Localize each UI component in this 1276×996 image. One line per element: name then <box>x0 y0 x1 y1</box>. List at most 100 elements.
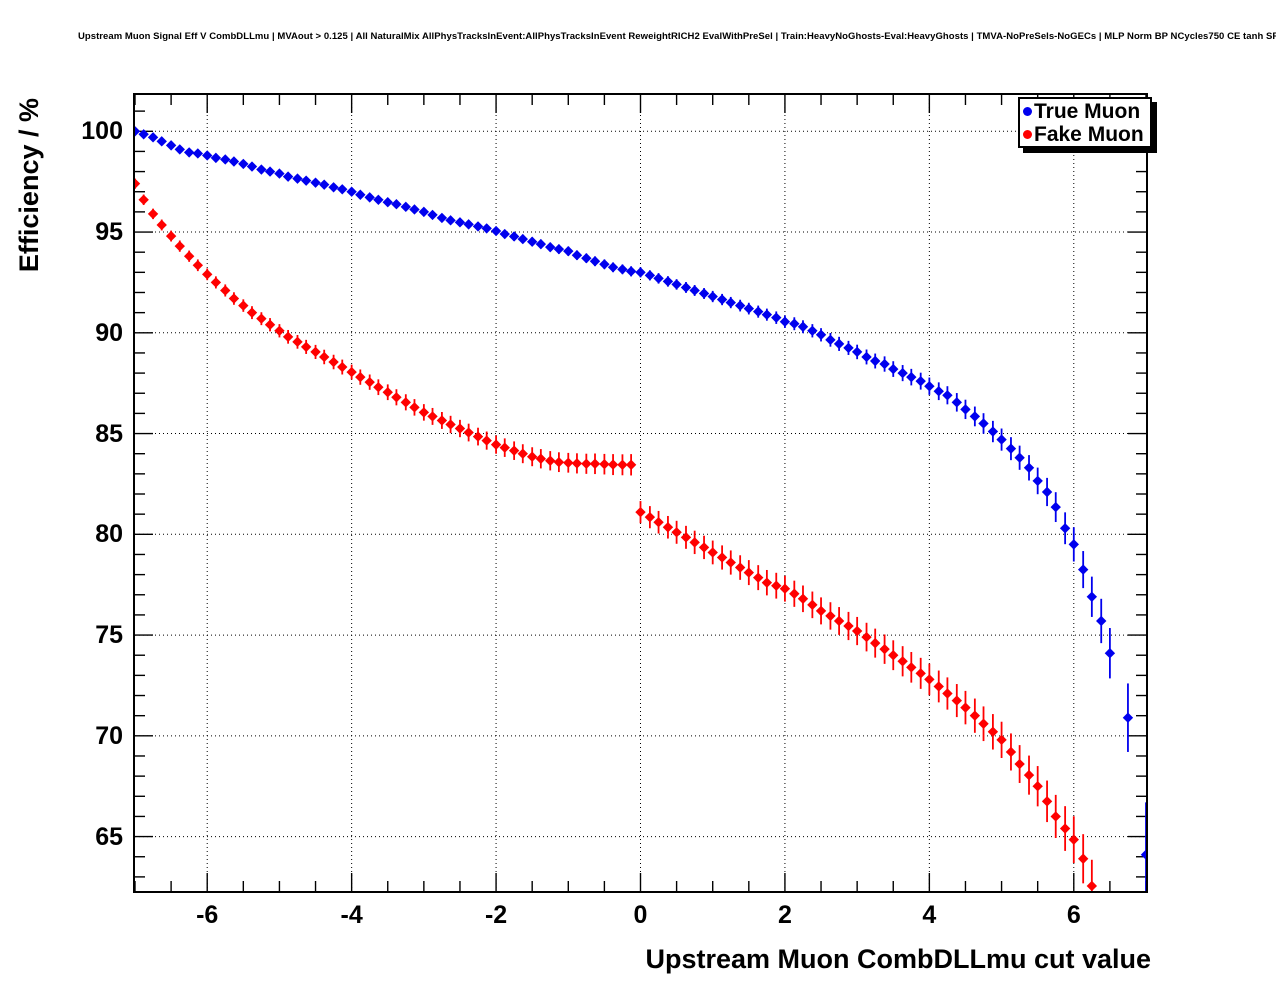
data-point <box>653 517 664 528</box>
data-point <box>409 204 420 215</box>
data-point <box>996 434 1007 445</box>
data-point <box>436 212 448 224</box>
data-point <box>292 336 303 348</box>
data-point <box>364 192 375 203</box>
data-point <box>879 643 890 655</box>
data-point <box>625 266 637 277</box>
data-point <box>1005 746 1017 758</box>
data-point <box>391 392 402 403</box>
data-point <box>228 293 240 304</box>
data-point <box>581 253 592 264</box>
data-point <box>319 179 330 190</box>
data-point <box>1041 796 1053 807</box>
y-tick-label: 85 <box>95 419 123 448</box>
data-point <box>328 182 339 193</box>
legend: True Muon Fake Muon <box>1018 97 1152 148</box>
data-point <box>328 356 339 368</box>
data-point <box>1032 475 1043 487</box>
legend-marker-true-muon <box>1023 106 1032 116</box>
data-point <box>220 285 231 296</box>
data-point <box>589 256 601 267</box>
data-point <box>364 376 375 388</box>
data-point <box>174 144 185 155</box>
data-point <box>183 251 195 262</box>
data-point <box>490 439 502 450</box>
data-point <box>192 148 204 159</box>
data-point <box>833 615 845 627</box>
data-point <box>526 451 538 462</box>
data-point <box>282 331 294 343</box>
data-point <box>1086 591 1098 602</box>
data-point <box>815 329 827 341</box>
data-point <box>825 610 836 622</box>
data-point <box>753 572 764 583</box>
data-point <box>625 459 637 470</box>
data-point <box>517 233 528 245</box>
data-point <box>382 197 393 208</box>
data-point <box>246 161 258 172</box>
data-point <box>373 382 384 393</box>
data-point <box>861 351 872 363</box>
data-point <box>508 445 520 456</box>
legend-entry: Fake Muon <box>1020 123 1150 146</box>
data-point <box>743 303 755 314</box>
data-point <box>915 668 926 679</box>
data-point <box>771 580 782 591</box>
y-tick-label: 90 <box>95 318 123 347</box>
data-point <box>1096 615 1107 627</box>
data-point <box>933 681 944 692</box>
data-point <box>571 250 583 261</box>
data-point <box>1041 486 1053 498</box>
data-point <box>671 279 682 290</box>
data-point <box>319 351 330 363</box>
x-tick-label: -4 <box>340 901 363 929</box>
data-point <box>391 199 402 210</box>
data-point <box>978 718 989 729</box>
data-point <box>202 150 213 161</box>
legend-marker-fake-muon <box>1023 129 1032 139</box>
data-point <box>463 219 474 230</box>
data-point <box>707 547 718 558</box>
data-point <box>833 338 845 350</box>
data-point <box>409 402 420 413</box>
data-point <box>174 240 185 252</box>
data-point <box>707 291 718 302</box>
data-point <box>1059 523 1071 534</box>
data-point <box>680 282 692 293</box>
data-point <box>499 228 510 240</box>
data-point <box>1077 853 1089 864</box>
data-point <box>418 206 430 218</box>
data-point <box>165 140 177 151</box>
data-point <box>942 688 953 699</box>
data-point <box>662 276 674 287</box>
data-point <box>599 458 610 470</box>
data-point <box>761 309 773 320</box>
data-point <box>725 557 736 568</box>
data-point <box>535 238 547 250</box>
data-point <box>789 318 800 329</box>
data-point <box>337 184 348 195</box>
data-point <box>951 695 962 706</box>
data-point <box>418 407 430 418</box>
data-point <box>743 567 755 578</box>
data-point <box>563 457 574 468</box>
data-point <box>1014 758 1025 770</box>
data-point <box>797 321 809 332</box>
data-point <box>274 325 285 336</box>
data-point <box>662 522 674 533</box>
data-point <box>617 264 628 275</box>
plot-frame <box>133 93 1148 893</box>
data-point <box>698 288 710 299</box>
data-point <box>734 300 746 311</box>
data-point <box>1023 462 1035 474</box>
data-point <box>1014 452 1025 463</box>
data-point <box>635 267 646 278</box>
y-tick-label: 95 <box>95 218 123 247</box>
data-point <box>589 458 601 469</box>
data-point <box>183 147 195 158</box>
data-point <box>156 136 167 147</box>
data-point <box>1086 880 1098 891</box>
data-point <box>815 605 827 617</box>
data-point <box>553 243 565 255</box>
